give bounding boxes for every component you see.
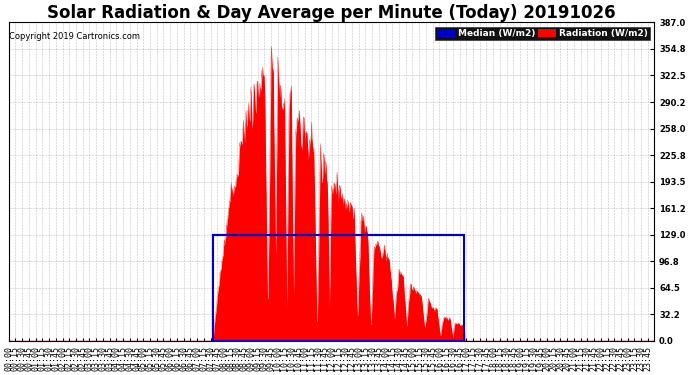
Bar [213,235,464,341]
Title: Solar Radiation & Day Average per Minute (Today) 20191026: Solar Radiation & Day Average per Minute… [47,4,615,22]
Legend: Median (W/m2), Radiation (W/m2): Median (W/m2), Radiation (W/m2) [435,27,650,40]
Text: Copyright 2019 Cartronics.com: Copyright 2019 Cartronics.com [9,32,140,41]
